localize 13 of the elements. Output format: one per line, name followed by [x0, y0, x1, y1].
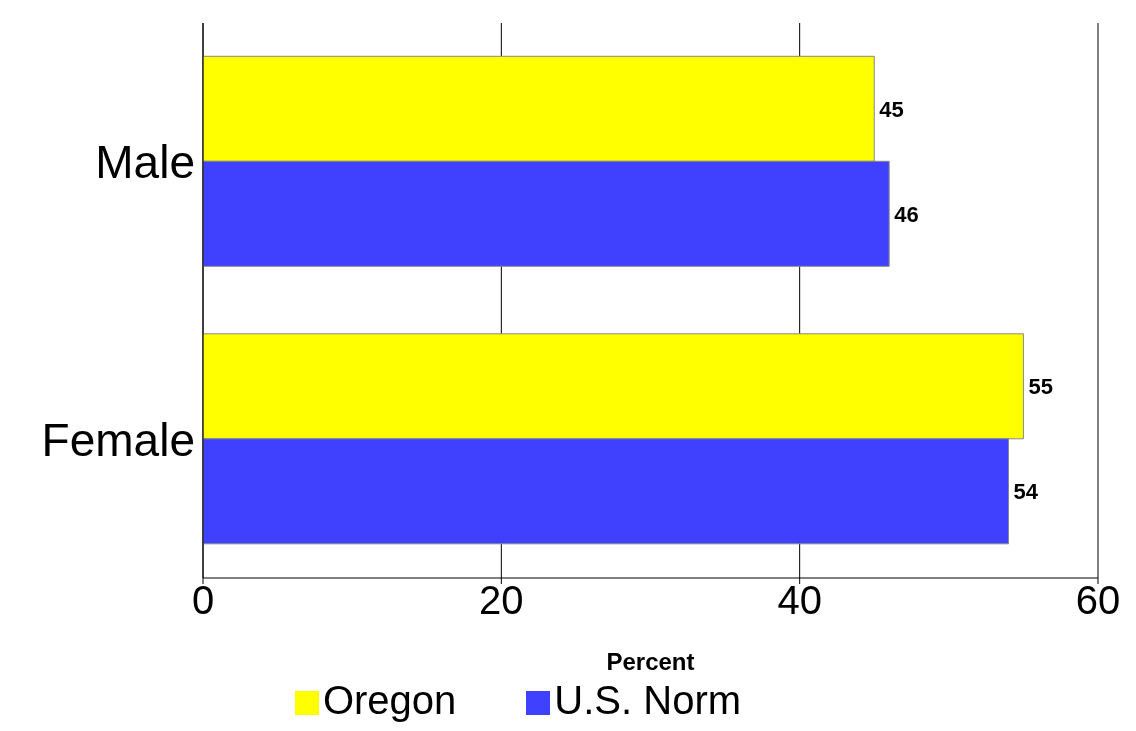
data-label: 46: [894, 201, 919, 227]
x-tick-label: 0: [191, 578, 215, 623]
x-tick-label: 20: [479, 578, 524, 623]
y-tick-label: Male: [95, 136, 195, 189]
x-tick-label: 60: [1075, 578, 1121, 623]
y-tick-label: Female: [41, 413, 195, 466]
legend-label: U.S. Norm: [554, 678, 742, 722]
x-axis-title: Percent: [606, 648, 695, 675]
data-label: 45: [879, 96, 904, 122]
data-label: 54: [1013, 479, 1039, 505]
legend-label: Oregon: [322, 678, 457, 722]
x-tick-label: 40: [777, 578, 822, 623]
data-label: 55: [1028, 374, 1053, 400]
